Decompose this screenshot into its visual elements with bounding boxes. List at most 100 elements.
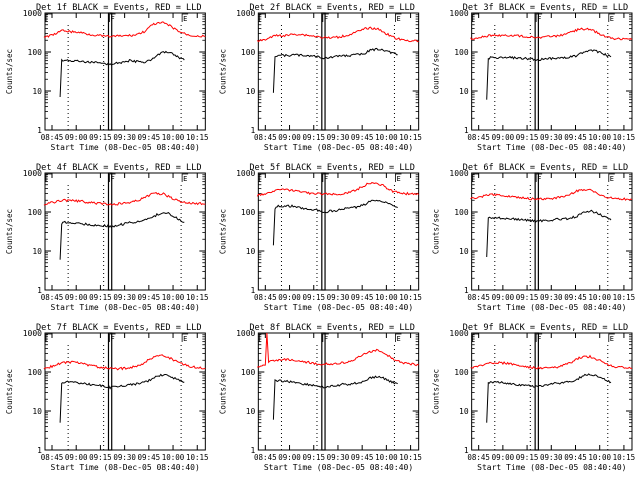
chart-title: Det 5f BLACK = Events, RED = LLD [249,163,415,173]
y-tick-label: 1 [37,286,42,295]
marker-bracket [535,13,543,22]
x-tick-label: 09:30 [113,453,136,462]
marker-label: F [537,15,541,23]
x-tick-label: 09:15 [89,453,112,462]
x-tick-label: 09:00 [278,293,301,302]
plot-frame [471,332,633,451]
y-tick-label: 100 [241,208,256,217]
x-axis-label: Start Time (08-Dec-05 08:40:40) [264,463,413,472]
y-axis-label: Counts/sec [218,209,227,254]
y-tick-label: 100 [28,208,43,217]
y-tick-label: 10 [459,407,469,416]
marker-label: F [110,335,114,343]
marker-bracket [395,173,402,182]
x-tick-label: 09:45 [351,453,374,462]
plot-frame [257,332,420,451]
x-tick-label: 08:45 [254,133,277,142]
marker-bracket [608,13,615,22]
series-line-lld [470,188,633,201]
marker-bracket [109,173,116,182]
series-line-events [272,375,398,420]
marker-bracket [535,333,543,342]
chart-panel-9: Det 9f BLACK = Events, RED = LLD 1 10 100 10… [432,323,636,472]
x-tick-label: 09:15 [302,293,325,302]
plot-frame [471,12,633,131]
x-tick-label: 10:15 [186,453,209,462]
series-line-events [272,47,398,93]
marker-label: E [610,335,614,343]
y-tick-label: 10 [246,87,256,96]
marker-label: F [324,15,328,23]
chart-title: Det 8f BLACK = Events, RED = LLD [249,323,415,333]
x-tick-label: 08:45 [254,453,277,462]
series-line-lld [43,192,206,206]
x-tick-label: 10:00 [588,293,611,302]
chart-panel-8: Det 8f BLACK = Events, RED = LLD 1 10 100 10… [218,323,422,472]
x-tick-label: 10:00 [375,453,398,462]
y-axis-label: Counts/sec [5,49,14,94]
marker-label: E [396,15,400,23]
chart-title: Det 1f BLACK = Events, RED = LLD [36,3,202,13]
series-line-lld [256,182,420,197]
y-tick-label: 100 [241,368,256,377]
marker-bracket [258,13,266,22]
x-tick-label: 09:45 [138,453,161,462]
x-tick-label: 10:15 [399,133,422,142]
x-tick-label: 10:15 [186,293,209,302]
x-tick-label: 09:30 [327,453,350,462]
x-tick-label: 10:00 [588,133,611,142]
marker-label: E [396,335,400,343]
x-tick-label: 08:45 [41,133,64,142]
x-tick-label: 09:00 [492,453,515,462]
series-line-lld [43,21,206,38]
chart-title: Det 2f BLACK = Events, RED = LLD [249,3,415,13]
marker-label: E [183,15,187,23]
y-axis-label: Counts/sec [432,49,441,94]
y-tick-label: 10 [246,407,256,416]
x-axis-label: Start Time (08-Dec-05 08:40:40) [477,463,626,472]
chart-title: Det 3f BLACK = Events, RED = LLD [463,3,629,13]
x-tick-label: 09:00 [65,453,88,462]
series-line-events [59,50,185,98]
x-tick-label: 08:45 [467,133,490,142]
flare-interval-box [107,172,113,291]
y-tick-label: 1 [37,126,42,135]
marker-bracket [258,173,266,182]
x-tick-label: 09:45 [564,293,587,302]
y-tick-label: 1000 [23,329,42,338]
x-tick-label: 08:45 [467,293,490,302]
x-tick-label: 10:15 [613,453,636,462]
flare-interval-box [107,332,113,451]
series-line-events [486,209,612,258]
marker-bracket [181,333,189,342]
series-line-lld [257,332,419,368]
y-tick-label: 1000 [23,9,42,18]
chart-panel-5: Det 5f BLACK = Events, RED = LLD 1 10 100 10… [218,163,422,312]
y-tick-label: 1000 [449,329,468,338]
marker-label: E [396,175,400,183]
x-tick-label: 09:30 [113,133,136,142]
x-tick-label: 09:30 [327,293,350,302]
x-tick-label: 10:00 [162,453,185,462]
x-tick-label: 09:30 [540,453,563,462]
marker-bracket [258,333,266,342]
marker-label: F [110,175,114,183]
y-axis-label: Counts/sec [432,209,441,254]
y-tick-label: 100 [454,208,469,217]
y-tick-label: 1 [251,446,256,455]
marker-label: F [324,175,328,183]
y-axis-label: Counts/sec [5,209,14,254]
flare-interval-box [321,172,326,291]
flare-interval-box [534,12,539,131]
marker-bracket [395,333,402,342]
plot-frame [471,172,633,291]
marker-bracket [109,13,116,22]
marker-label: E [183,335,187,343]
marker-bracket [322,173,329,182]
x-tick-label: 08:45 [254,293,277,302]
marker-label: F [324,335,328,343]
x-tick-label: 09:45 [564,133,587,142]
marker-bracket [45,173,52,182]
